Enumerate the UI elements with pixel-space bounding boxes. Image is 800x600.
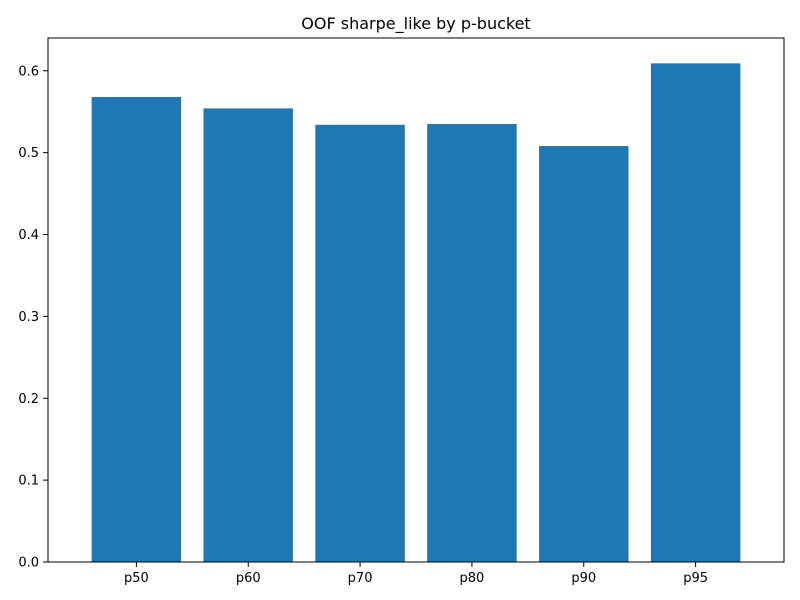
- bar-p50: [91, 96, 182, 562]
- chart-title: OOF sharpe_like by p-bucket: [301, 14, 530, 34]
- y-tick-label: 0.5: [18, 146, 39, 161]
- y-tick-label: 0.0: [18, 556, 39, 571]
- bar-p90: [539, 146, 629, 562]
- x-tick-label-p60: p60: [236, 571, 261, 586]
- y-tick-label: 0.2: [18, 392, 39, 407]
- y-tick-label: 0.1: [18, 474, 39, 489]
- x-tick-label-p70: p70: [348, 571, 373, 586]
- bars-group: [91, 63, 741, 562]
- y-tick-label: 0.4: [18, 228, 39, 243]
- x-axis: p50 p60 p70 p80 p90 p95: [124, 562, 708, 586]
- y-tick-label: 0.3: [18, 310, 39, 325]
- bar-p60: [203, 108, 293, 562]
- x-tick-label-p80: p80: [460, 571, 485, 586]
- x-tick-label-p90: p90: [571, 571, 596, 586]
- y-tick-label: 0.6: [18, 64, 39, 79]
- bar-p95: [650, 63, 741, 562]
- plot-frame: [47, 37, 785, 563]
- bar-p70: [315, 124, 405, 562]
- bar-p80: [427, 123, 517, 562]
- y-axis: 0.0 0.1 0.2 0.3 0.4 0.5 0.6: [18, 64, 48, 571]
- x-tick-label-p50: p50: [124, 571, 149, 586]
- x-tick-label-p95: p95: [683, 571, 708, 586]
